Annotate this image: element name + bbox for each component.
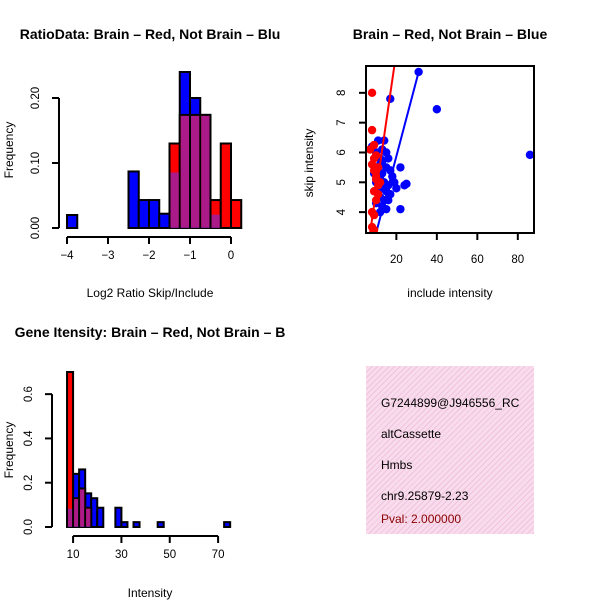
intensity-y-tick-label: 0.0 [23,519,35,535]
scatter-y-tick-label: 5 [336,179,348,185]
intensity-histogram-xlabel: Intensity [128,586,173,600]
scatter-point-blue [400,181,409,190]
scatter-x-tick-label: 40 [430,254,443,266]
scatter-marks [366,66,534,233]
scatter-title: Brain – Red, Not Brain – Blue [353,26,548,42]
intensity-bar-blue [96,506,105,529]
regression-line-red [369,66,396,233]
scatter-point-red [369,210,379,220]
intensity-y-tick-label: 0.2 [23,475,35,491]
pval-text: Pval: 2.000000 [381,512,462,526]
scatter-point-red [369,154,379,163]
scatter-point-red [367,88,377,98]
scatter-point-red [373,163,383,172]
intensity-overlap-bar [80,489,85,527]
intensity-bar-blue [156,521,165,529]
intensity-x-tick-label: 10 [67,549,80,561]
scatter-point-blue [396,204,405,214]
ratio-histogram-title: RatioData: Brain – Red, Not Brain – Blu [20,26,281,42]
scatter-x-tick-label: 80 [511,254,524,266]
gene-symbol: Hmbs [381,458,413,472]
regression-line-blue [375,71,420,233]
ratio-x-tick-label: −1 [183,250,196,262]
ratio-histogram: RatioData: Brain – Red, Not Brain – Blu … [2,26,280,300]
scatter-y-tick-label: 8 [336,90,348,96]
intensity-x-tick-label: 30 [115,549,128,561]
ratio-overlap-bar [191,115,200,228]
intensity-histogram-plot: 10 30 50 70 0.0 0.2 0.4 0.6 [23,371,232,561]
intensity-y-tick-label: 0.4 [23,430,35,447]
intensity-bar-blue [120,521,129,529]
ratio-y-tick-label: 0.10 [30,152,42,174]
scatter-point-red [366,145,375,154]
scatter-point-blue [396,163,405,172]
scatter-point-blue [432,105,442,114]
scatter-x-tick-label: 20 [390,254,403,266]
intensity-bar-blue [223,521,232,529]
intensity-histogram-ylabel: Frequency [2,422,16,479]
scatter-point-blue [525,150,534,160]
scatter-point-red [369,225,379,233]
intensity-bar-blue [114,506,123,529]
event-type: altCassette [381,427,442,441]
ratio-histogram-plot: −4 −3 −2 −1 0 0.00 0.10 0.20 [30,71,243,262]
probe-id: G7244899@J946556_RC [381,396,520,410]
scatter-y-tick-label: 7 [336,119,348,125]
ratio-overlap-bar [201,115,210,228]
ratio-y-tick-label: 0.20 [30,87,42,109]
info-panel: G7244899@J946556_RC altCassette Hmbs chr… [366,366,534,534]
intensity-y-tick-label: 0.6 [23,386,35,402]
scatter-point-blue [384,154,393,163]
scatter-x-tick-label: 60 [471,254,484,266]
scatter-y-tick-label: 6 [336,149,348,155]
intensity-scatter: Brain – Red, Not Brain – Blue 20 40 60 80 4 5… [302,26,547,300]
ratio-bar-red [219,142,232,229]
ratio-bar-blue [137,199,150,230]
ratio-y-tick-label: 0.00 [30,217,42,239]
ratio-x-tick-label: −2 [142,250,155,262]
intensity-x-tick-label: 50 [163,549,176,561]
intensity-overlap-bar [74,499,79,527]
intensity-histogram: Gene Itensity: Brain – Red, Not Brain – … [2,324,285,600]
ratio-x-tick-label: 0 [228,250,234,262]
ratio-histogram-xlabel: Log2 Ratio Skip/Include [87,286,214,300]
ratio-bar-blue [158,212,171,229]
intensity-bar-blue [132,521,141,529]
scatter-y-tick-label: 4 [336,208,348,215]
ratio-histogram-ylabel: Frequency [2,122,16,179]
scatter-point-blue [392,184,401,193]
ratio-x-tick-label: −3 [101,250,114,262]
intensity-overlap-bar [86,508,91,527]
scatter-ylabel: skip intensity [302,129,316,198]
ratio-bar-red [230,199,243,230]
intensity-histogram-title: Gene Itensity: Brain – Red, Not Brain – … [15,324,286,340]
scatter-xlabel: include intensity [407,286,492,300]
scatter-point-red [367,125,377,135]
ratio-overlap-bar [211,214,220,228]
ratio-bar-blue [148,199,161,230]
ratio-x-tick-label: −4 [60,250,74,262]
ratio-bar-blue [127,170,140,229]
genomic-location: chr9.25879-2.23 [381,489,469,503]
ratio-overlap-bar [180,115,189,228]
scatter-frame [365,65,535,234]
ratio-overlap-bar [170,172,179,228]
intensity-x-tick-label: 70 [212,549,225,561]
ratio-bar-blue [66,214,79,229]
intensity-overlap-bar [68,508,73,527]
scatter-plot: 20 40 60 80 4 5 6 7 8 [336,65,535,266]
